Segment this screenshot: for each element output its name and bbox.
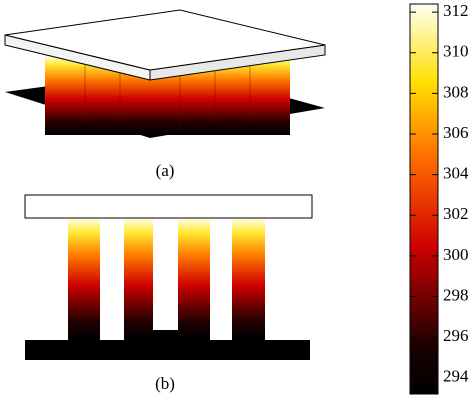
colorbar-tick-label: 296 [443, 326, 469, 345]
panel-b-render [24, 194, 313, 360]
panel-a-render [4, 9, 326, 138]
colorbar [409, 3, 439, 395]
colorbar-tick-label: 304 [443, 164, 469, 183]
colorbar-tick-label: 302 [443, 204, 469, 223]
colorbar-tick-label: 298 [443, 285, 469, 304]
colorbar-tick-label: 312 [443, 1, 469, 20]
colorbar-tick-label: 308 [443, 82, 469, 101]
colorbar-tick-label: 306 [443, 123, 469, 142]
colorbar-tick-label: 310 [443, 42, 469, 61]
panel-label: (a) [156, 161, 175, 180]
panel-label: (b) [155, 374, 175, 393]
colorbar-tick-label: 300 [443, 245, 469, 264]
colorbar-tick-label: 294 [443, 367, 469, 386]
